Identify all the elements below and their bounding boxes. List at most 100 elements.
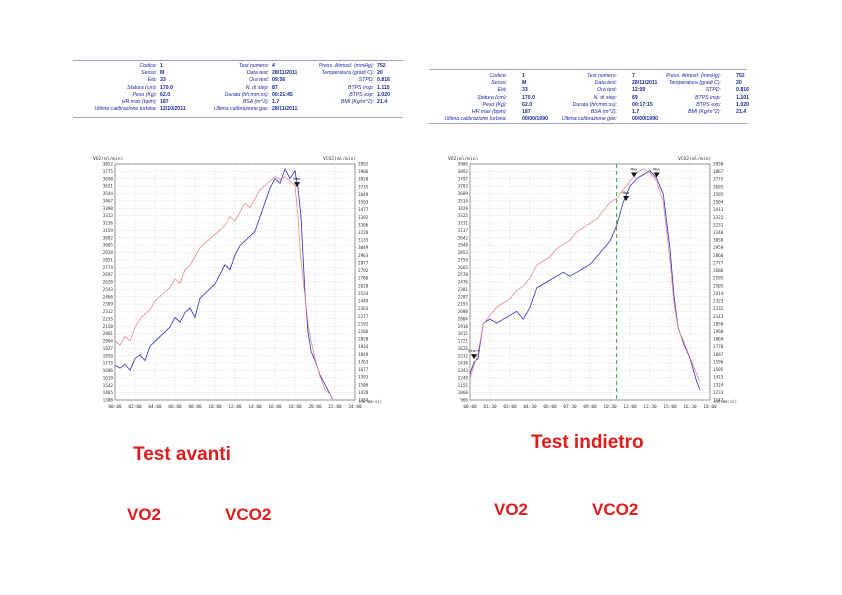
- left-x-tick: 02:00: [128, 404, 142, 410]
- right-y-left-tick: 2853: [458, 250, 469, 256]
- left-x-tick: 24:00: [348, 404, 362, 410]
- right-chart-svg: VO2(ml/min) VCO2(ml/min)39863892379737033…: [448, 156, 737, 410]
- right-header-label: BTPS exp:: [696, 101, 721, 108]
- right-y-left-tick: 2381: [458, 287, 469, 293]
- left-y-right-tick: 1420: [358, 390, 369, 396]
- left-y-left-tick: 3698: [103, 176, 114, 182]
- right-y-left-tick: 2948: [458, 243, 469, 249]
- left-header-value: 1.020: [377, 91, 390, 98]
- left-x-tick: 18:00: [288, 404, 302, 410]
- right-legend-vo2: VO2: [494, 500, 529, 519]
- right-y-right-tick: 1778: [713, 344, 724, 350]
- right-header-value: 1.7: [632, 109, 640, 115]
- right-y-right-tick: 1324: [713, 382, 724, 388]
- left-y-right-tick: 3820: [358, 177, 369, 183]
- right-x-tick: 04:30: [523, 404, 537, 410]
- right-y-right-tick: 1142: [713, 398, 724, 404]
- left-x-tick: 08:00: [188, 404, 202, 410]
- left-y-right-tick: 3477: [358, 207, 369, 213]
- left-y-left-tick: 3082: [103, 235, 114, 241]
- right-x-tick: 18:00: [703, 404, 717, 410]
- right-header-label: Ultima calibrazione turbina:: [444, 116, 507, 123]
- right-header-label: Peso (Kg):: [482, 101, 507, 108]
- right-y-right-tick: 1415: [713, 375, 724, 381]
- right-y-right-tick: 2414: [713, 291, 724, 297]
- left-y-right-tick: 3649: [358, 192, 369, 198]
- left-header-value: 09:56: [272, 77, 286, 84]
- left-header-value: 752: [377, 63, 386, 69]
- left-x-tick: 00:00: [108, 404, 122, 410]
- right-panel: Codice: 1 Sesso: M Età: 33 Statura (cm): 170.0 P…: [421, 0, 842, 595]
- left-header-label: Codice:: [139, 63, 157, 69]
- right-y-left-tick: 2193: [458, 302, 469, 308]
- right-y-right-tick: 3050: [713, 238, 724, 244]
- right-annotation-marker: [623, 195, 629, 201]
- right-header-label: Ultima calibrazione gas:: [561, 116, 617, 123]
- right-annotation-label: Start: [468, 348, 479, 353]
- right-annotation-label: Max: [653, 167, 661, 172]
- left-y-left-tick: 3544: [103, 191, 114, 197]
- right-header-value: 00:17:15: [632, 101, 653, 108]
- right-header-value: 7: [632, 73, 635, 79]
- left-header-value: 28/11/2011: [272, 106, 298, 113]
- right-header-label: BTPS insp:: [695, 94, 721, 101]
- right-y-right-tick: 2050: [713, 321, 724, 327]
- right-y-right-tick: 3867: [713, 169, 724, 175]
- left-y-right-tick: 3135: [358, 238, 369, 244]
- left-header-value: 1.7: [272, 99, 280, 105]
- left-y-right-tick: 3992: [358, 162, 369, 168]
- left-header-value: 21.4: [377, 99, 388, 105]
- right-header-value: 752: [736, 73, 745, 79]
- left-y-left-tick: 1465: [103, 390, 114, 396]
- left-header-label: Test numero:: [238, 63, 269, 69]
- right-series-vco2: [469, 168, 701, 383]
- left-y-right-tick: 2363: [358, 306, 369, 312]
- right-x-title: (hh:mm:ss): [713, 399, 737, 404]
- left-y-left-tick: 1927: [103, 346, 114, 352]
- right-y-left-title: VO2(ml/min): [448, 156, 478, 162]
- left-y-left-tick: 2004: [103, 339, 114, 345]
- left-x-tick: 16:00: [268, 404, 282, 410]
- left-y-right-tick: 2449: [358, 299, 369, 305]
- left-y-left-tick: 2774: [103, 265, 114, 271]
- left-x-tick: 20:00: [308, 404, 322, 410]
- right-y-right-tick: 3775: [713, 177, 724, 183]
- right-header-label: BMI (Kg/m^2):: [688, 109, 721, 115]
- right-header-label: HR max (bpm):: [471, 109, 507, 115]
- left-x-tick: 10:00: [208, 404, 222, 410]
- right-y-right-tick: 1505: [713, 367, 724, 373]
- left-header-label: Ultima calibrazione turbina:: [94, 106, 157, 113]
- left-y-left-tick: 2158: [103, 324, 114, 330]
- left-y-left-tick: 3236: [103, 221, 114, 227]
- right-header-value: 69: [632, 94, 638, 101]
- right-y-left-tick: 2476: [458, 280, 469, 286]
- right-y-left-tick: 2098: [458, 309, 469, 315]
- right-header-value: 0.816: [736, 87, 749, 94]
- left-header-label: Età:: [147, 77, 157, 84]
- right-y-left-tick: 1155: [458, 383, 469, 389]
- right-y-right-tick: 2323: [713, 299, 724, 305]
- right-y-right-tick: 3140: [713, 230, 724, 236]
- left-legend-vo2: VO2: [127, 505, 162, 524]
- left-series-vco2: [114, 176, 333, 399]
- left-y-right-tick: 2792: [358, 268, 369, 274]
- right-y-left-tick: 2759: [458, 257, 469, 263]
- left-header-value: 12/10/2011: [160, 106, 186, 113]
- right-y-left-tick: 2665: [458, 265, 469, 271]
- left-header-label: BTPS exp:: [349, 91, 374, 98]
- left-chart-svg: VO2(ml/min) VCO2(ml/min)38523775369836213…: [93, 156, 382, 410]
- right-x-tick: 01:30: [483, 404, 497, 410]
- right-header-label: Statura (cm):: [477, 94, 507, 101]
- left-header-label: Temperatura (gradi C):: [321, 70, 374, 77]
- right-x-tick: 15:00: [663, 404, 677, 410]
- right-y-left-tick: 1721: [458, 339, 469, 345]
- right-y-left-tick: 3514: [458, 198, 469, 204]
- right-header-value: 21.4: [736, 109, 747, 115]
- left-y-left-tick: 3313: [103, 213, 114, 219]
- left-y-left-tick: 1773: [103, 361, 114, 367]
- left-y-right-tick: 3906: [358, 169, 369, 175]
- right-header-value: M: [522, 80, 527, 87]
- left-y-left-tick: 1619: [103, 375, 114, 381]
- right-chart: VO2(ml/min) VCO2(ml/min) 3986 3892 3797 3703 3…: [445, 150, 745, 415]
- right-x-tick: 06:00: [543, 404, 557, 410]
